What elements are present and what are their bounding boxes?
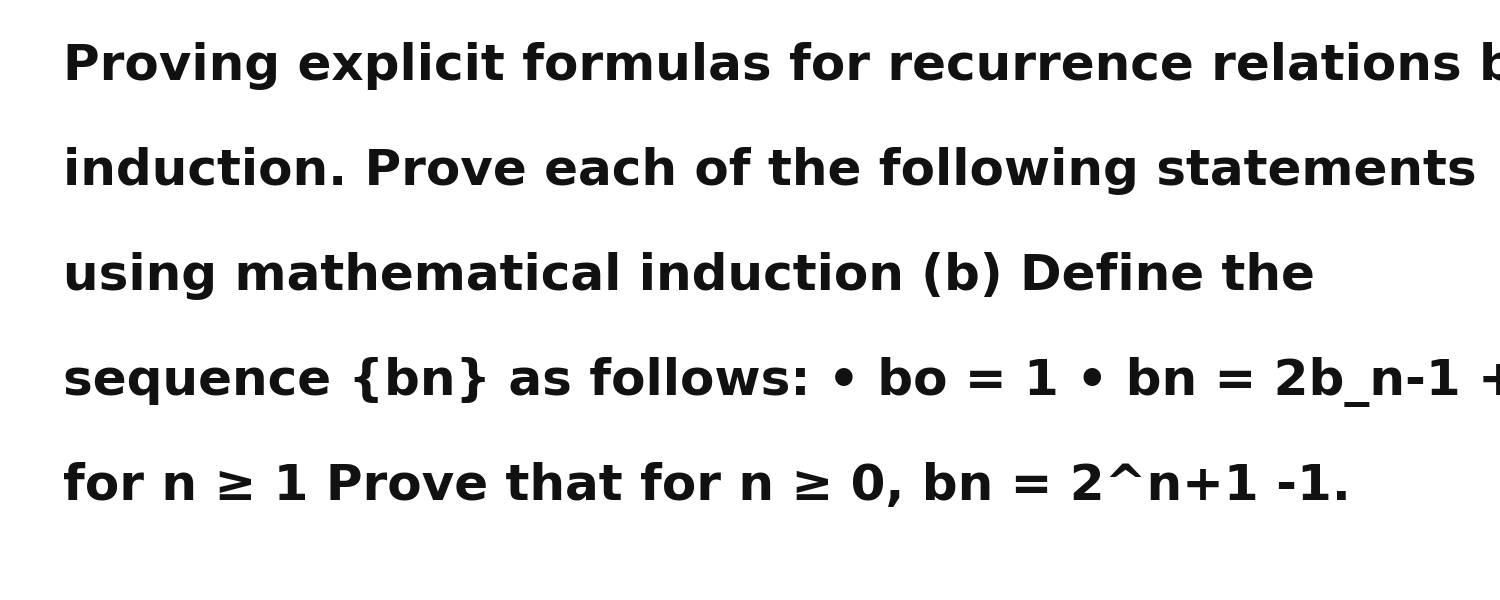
Text: using mathematical induction (b) Define the: using mathematical induction (b) Define … [63, 252, 1316, 300]
Text: sequence {bn} as follows: • bo = 1 • bn = 2b_n-1 + 1: sequence {bn} as follows: • bo = 1 • bn … [63, 357, 1500, 407]
Text: for n ≥ 1 Prove that for n ≥ 0, bn = 2^n+1 -1.: for n ≥ 1 Prove that for n ≥ 0, bn = 2^n… [63, 462, 1352, 510]
Text: Proving explicit formulas for recurrence relations by: Proving explicit formulas for recurrence… [63, 42, 1500, 90]
Text: induction. Prove each of the following statements: induction. Prove each of the following s… [63, 147, 1476, 195]
